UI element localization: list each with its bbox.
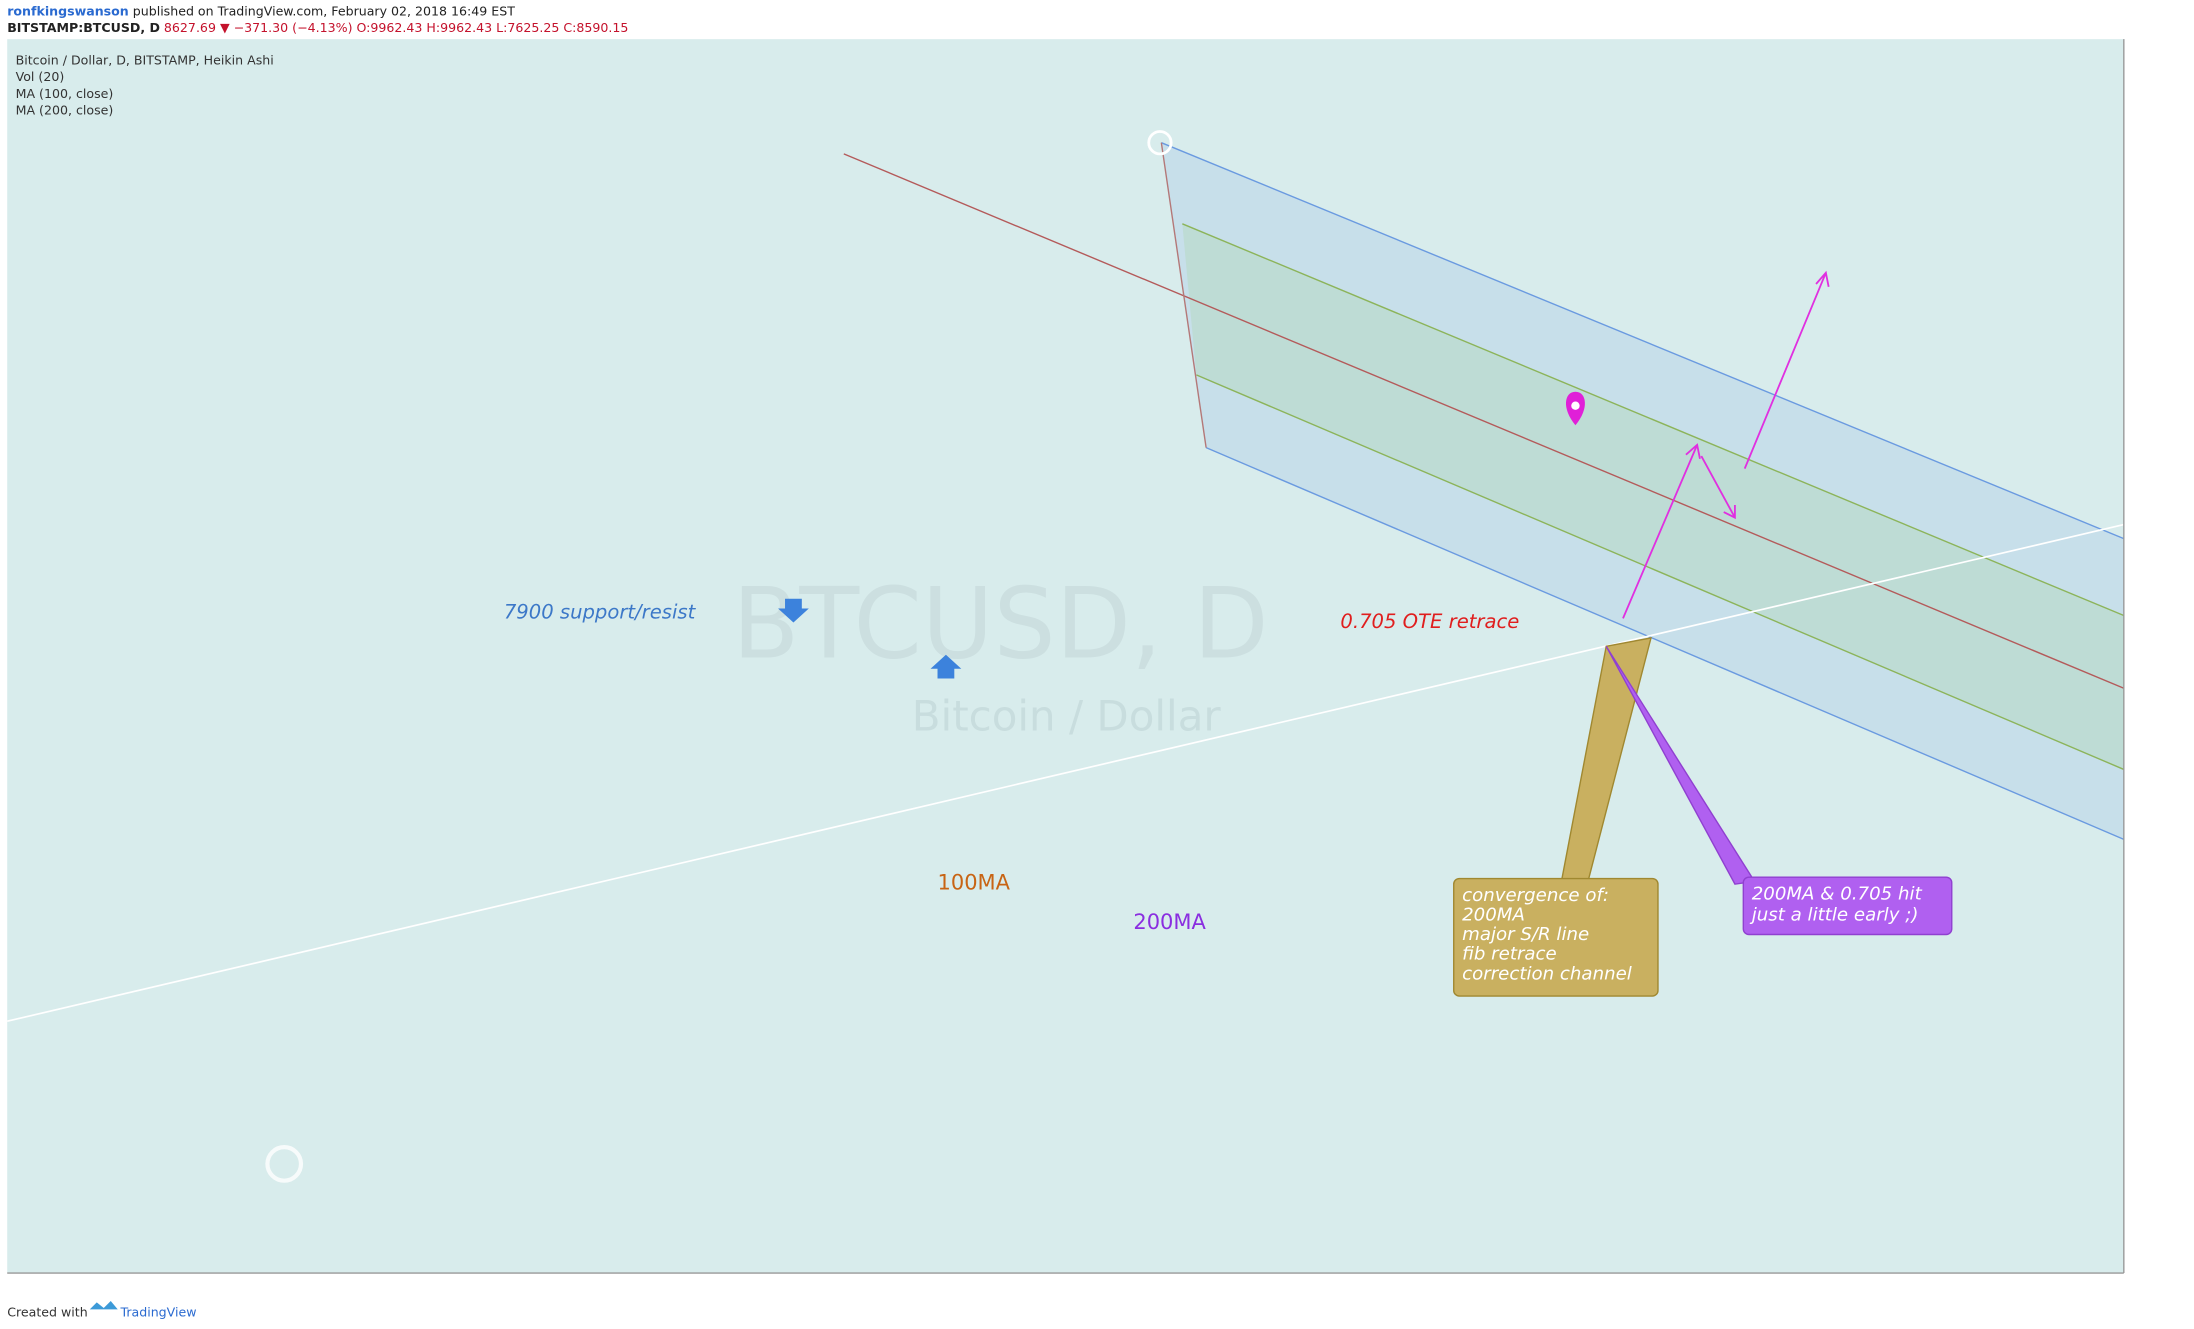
anchor <box>1147 130 1173 156</box>
logo <box>89 1301 118 1310</box>
anchor <box>265 1145 304 1183</box>
channel-line <box>1196 374 2125 771</box>
author: ronfkingswanson <box>7 3 129 18</box>
axes <box>7 39 2194 1274</box>
channel-fill <box>1161 142 2124 840</box>
sr-line <box>7 523 2125 1023</box>
channel-line <box>1182 223 2125 617</box>
channel <box>7 142 2125 1023</box>
callout-line: 200MA <box>1462 905 1525 926</box>
up-arrow <box>930 654 962 679</box>
callout-text: 200MA & 0.705 hit just a little early ;) <box>1749 884 1923 926</box>
legend-item: Vol (20) <box>16 69 65 84</box>
change: ▼ −371.30 (−4.13%) <box>220 20 353 35</box>
footer-brand: TradingView <box>120 1304 197 1319</box>
footer: Created with <box>7 1304 87 1319</box>
callout-box <box>1742 876 1953 936</box>
callout-line: just a little early ;) <box>1749 905 1919 926</box>
watermark: BTCUSD, D <box>732 568 1268 682</box>
ohlc: O:9962.43 H:9962.43 L:7625.25 C:8590.15 <box>356 20 628 35</box>
pitch-handle <box>1160 142 1207 448</box>
callout-line: major S/R line <box>1462 924 1589 945</box>
callout-text: convergence of: 200MA major S/R line fib re… <box>1462 885 1632 984</box>
callout-line: 200MA & 0.705 hit <box>1752 884 1923 905</box>
annotation: 200MA <box>1133 910 1206 934</box>
callout-box <box>1453 877 1659 997</box>
callout-line: convergence of: <box>1462 885 1609 906</box>
plot-bg <box>7 39 2124 1274</box>
channel-top <box>1161 142 2125 540</box>
legend-item: Bitcoin / Dollar, D, BITSTAMP, Heikin As… <box>16 52 274 67</box>
projection-arrow <box>1743 270 1830 469</box>
pin-dot <box>1571 401 1580 410</box>
y-axis-bg <box>2123 39 2194 1274</box>
quote-line: BITSTAMP:BTCUSD, D 8627.69 ▼ −371.30 (−4… <box>7 20 628 35</box>
annotation: 0.705 OTE retrace <box>1340 610 1519 633</box>
projection-arrow <box>1622 443 1701 619</box>
callout-line: fib retrace <box>1462 944 1557 965</box>
watermark-sub: Bitcoin / Dollar <box>912 691 1222 740</box>
published: published on TradingView.com, February 0… <box>133 3 515 18</box>
annotation: 7900 support/resist <box>504 600 697 623</box>
channel-inner <box>1182 223 2124 770</box>
down-arrow <box>778 598 809 623</box>
median-line <box>843 153 2125 689</box>
callout-line: correction channel <box>1462 963 1632 984</box>
channel-bottom <box>1205 447 2125 841</box>
legend-item: MA (200, close) <box>16 103 114 118</box>
quote: 8627.69 <box>164 20 216 35</box>
legend-item: MA (100, close) <box>16 86 114 101</box>
projection-arrow <box>1700 455 1736 520</box>
header: ronfkingswanson published on TradingView… <box>7 3 515 18</box>
plot-area <box>7 39 2124 1274</box>
symbol: BITSTAMP:BTCUSD, D <box>7 20 160 35</box>
drawings <box>265 130 1953 1183</box>
annotation: 100MA <box>938 871 1011 895</box>
